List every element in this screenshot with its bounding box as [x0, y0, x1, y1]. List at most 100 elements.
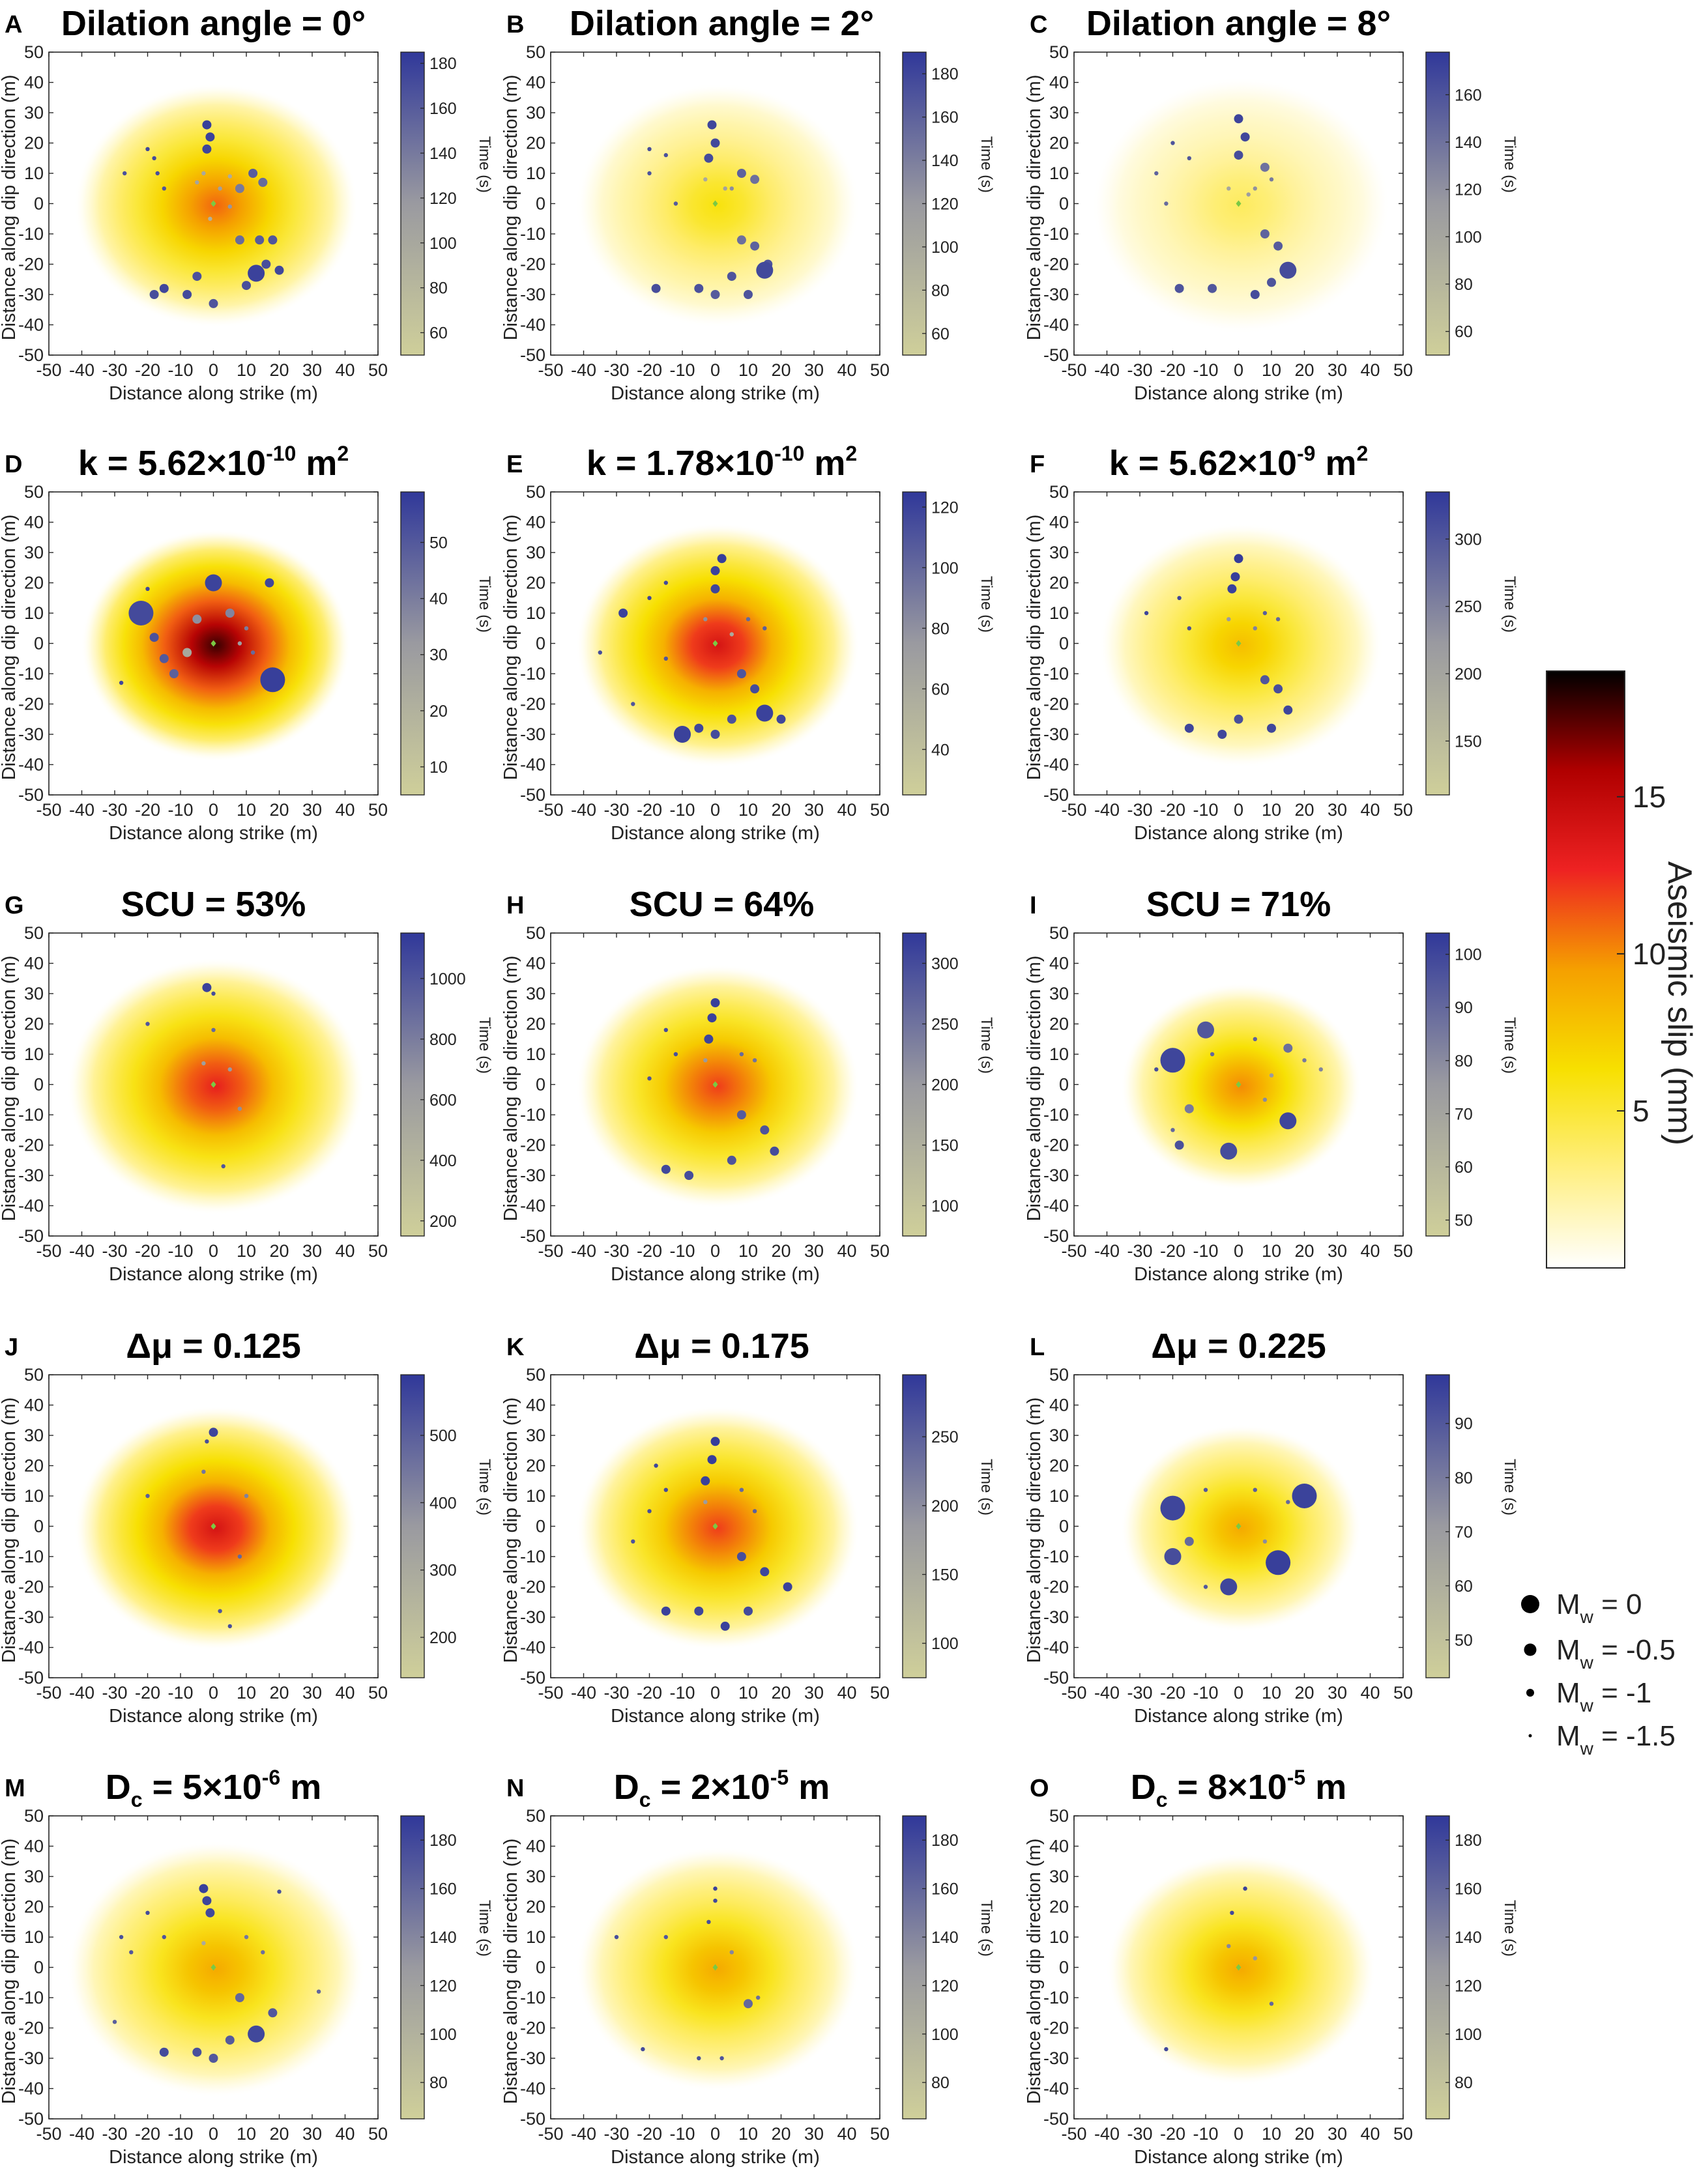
seismic-event [1197, 1021, 1214, 1039]
hypocenter-marker [211, 640, 216, 647]
y-tick-label: 20 [526, 573, 545, 593]
aseismic-slip-patch [575, 83, 860, 328]
seismic-event [654, 1463, 658, 1468]
x-tick-label: -30 [102, 1683, 127, 1703]
y-tick-label: 40 [24, 73, 44, 93]
seismic-event [1253, 626, 1258, 631]
time-tick-label: 100 [931, 1635, 959, 1653]
panel-letter: C [1030, 11, 1047, 38]
y-tick-label: 10 [526, 1927, 545, 1947]
y-tick-label: 20 [526, 1456, 545, 1476]
seismic-event [235, 184, 244, 194]
time-colorbar [902, 1815, 927, 2119]
x-tick-label: 40 [1360, 1241, 1380, 1261]
y-tick-label: -10 [18, 1105, 44, 1125]
x-tick-label: -40 [1094, 1241, 1120, 1261]
x-tick-label: -50 [538, 1683, 563, 1703]
seismic-event [1283, 705, 1293, 715]
y-tick-label: 50 [24, 1365, 44, 1385]
x-tick-label: 50 [368, 360, 388, 380]
y-tick-label: 10 [526, 164, 545, 183]
x-tick-label: -30 [102, 800, 127, 820]
seismic-event [663, 581, 668, 585]
seismic-event [1286, 1500, 1290, 1504]
y-tick-label: 30 [24, 1426, 44, 1445]
x-tick-label: -40 [571, 800, 596, 820]
y-tick-label: 40 [24, 954, 44, 973]
seismic-event [1234, 554, 1243, 564]
x-tick-label: -50 [36, 360, 61, 380]
time-tick-label: 60 [1455, 323, 1473, 341]
seismic-event [1262, 1539, 1268, 1544]
x-tick-label: -40 [571, 1683, 596, 1703]
seismic-event [145, 1910, 150, 1915]
y-tick-label: 20 [526, 1897, 545, 1917]
seismic-event [736, 1552, 746, 1561]
time-tick-label: 30 [429, 646, 448, 665]
seismic-event [265, 578, 274, 588]
time-tick-label: 100 [1455, 946, 1482, 964]
seismic-event [744, 1999, 753, 2009]
seismic-event [225, 2035, 235, 2045]
seismic-event [674, 726, 691, 743]
seismic-event [762, 626, 767, 631]
x-tick-label: 20 [771, 800, 791, 820]
x-tick-label: -40 [69, 2124, 94, 2144]
seismic-event [1269, 2002, 1274, 2006]
seismic-event [663, 656, 668, 661]
seismic-event [776, 714, 786, 724]
x-tick-label: 20 [269, 360, 289, 380]
seismic-event [149, 290, 159, 299]
panel-letter: G [5, 892, 24, 919]
seismic-event [739, 1487, 744, 1492]
legend-item: Mw = -0.5 [1524, 1634, 1676, 1673]
x-tick-label: 20 [1294, 800, 1314, 820]
seismic-event [647, 1509, 652, 1514]
seismic-event [123, 171, 127, 176]
time-tick-label: 140 [429, 1929, 457, 1947]
time-tick-label: 140 [1455, 134, 1482, 152]
seismic-event [182, 290, 192, 299]
seismic-event [1318, 1067, 1324, 1072]
y-axis-label: Distance along dip direction (m) [0, 515, 20, 781]
y-tick-label: 0 [1059, 194, 1069, 214]
time-tick-label: 10 [429, 758, 448, 777]
y-tick-label: -10 [18, 664, 44, 683]
y-tick-label: -30 [18, 725, 44, 744]
seismic-event [736, 669, 746, 678]
seismic-event [237, 1554, 242, 1559]
time-axis-label: Time (s) [476, 1459, 493, 1516]
y-tick-label: 30 [1049, 543, 1069, 562]
y-axis-label: Distance along dip direction (m) [0, 956, 20, 1222]
time-tick-label: 100 [931, 2026, 959, 2044]
seismic-event [145, 1493, 150, 1499]
x-tick-label: -40 [1094, 360, 1120, 380]
y-axis-label: Distance along dip direction (m) [1024, 1839, 1045, 2105]
panel-title: k = 5.62×10-10 m2 [78, 442, 349, 483]
y-tick-label: 50 [1049, 923, 1069, 943]
time-axis-label: Time (s) [1501, 136, 1518, 193]
seismic-event [208, 216, 212, 221]
x-tick-label: 10 [1262, 1241, 1281, 1261]
y-tick-label: 50 [1049, 42, 1069, 62]
seismic-event [703, 617, 708, 622]
seismic-event [159, 283, 169, 293]
hypocenter-marker [712, 1523, 718, 1530]
seismic-event [1240, 132, 1250, 142]
panel-letter: N [506, 1775, 524, 1802]
seismic-event [182, 648, 192, 657]
panel-letter: I [1030, 892, 1037, 919]
x-tick-label: 30 [804, 800, 824, 820]
y-tick-label: -40 [520, 1638, 545, 1658]
x-tick-label: 30 [1328, 1683, 1347, 1703]
x-tick-label: -20 [637, 2124, 662, 2144]
y-tick-label: -20 [1043, 1577, 1069, 1597]
seismic-event [1227, 186, 1231, 191]
x-tick-label: 50 [368, 1241, 388, 1261]
x-tick-label: -20 [637, 800, 662, 820]
time-tick-label: 80 [1455, 2074, 1473, 2092]
x-tick-label: -50 [1061, 2124, 1086, 2144]
y-tick-label: -50 [520, 2109, 545, 2129]
aseismic-slip-patch [575, 523, 860, 768]
